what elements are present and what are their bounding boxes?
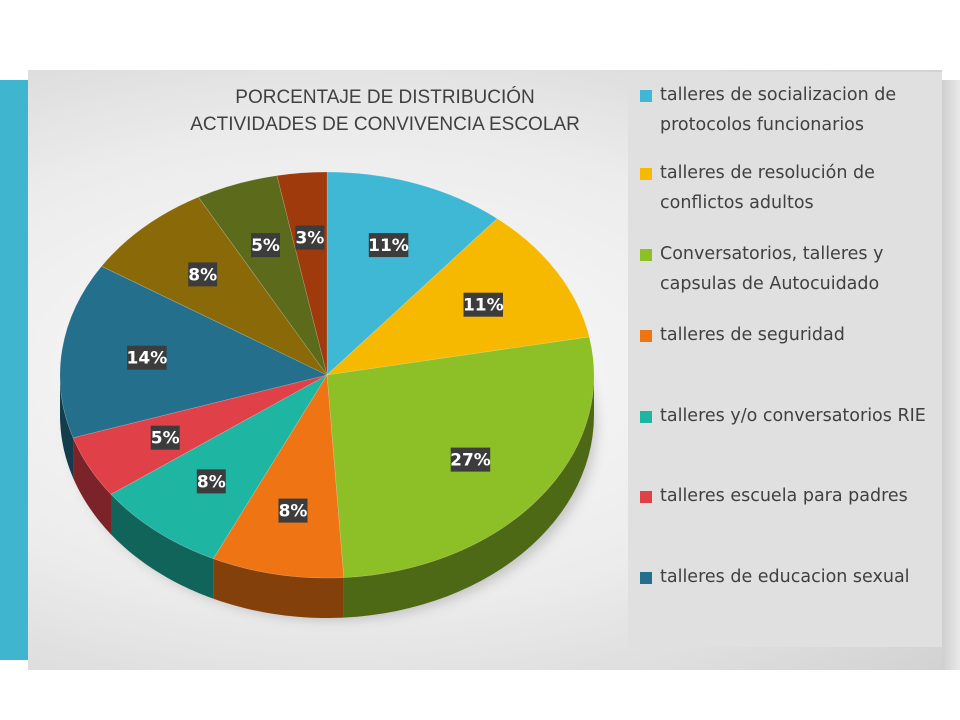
data-label: 14% <box>127 349 168 369</box>
pie-slice-side <box>343 375 594 618</box>
legend-label: talleres de educacion sexual <box>660 567 910 587</box>
legend-swatch <box>640 491 652 503</box>
data-label: 27% <box>450 451 491 471</box>
data-label-box <box>450 447 491 472</box>
legend-swatch <box>640 90 652 102</box>
legend-item: talleres de resolución de conflictos adu… <box>640 158 940 218</box>
legend-label: Conversatorios, talleres y capsulas de A… <box>660 244 884 294</box>
legend-item: Conversatorios, talleres y capsulas de A… <box>640 239 940 299</box>
data-label: 8% <box>279 502 308 522</box>
legend-item: talleres de educacion sexual <box>640 562 940 592</box>
pie-slice-side <box>110 494 214 599</box>
data-label: 11% <box>368 236 409 256</box>
right-edge-strip <box>942 80 960 670</box>
legend-label: talleres de socializacion de protocolos … <box>660 85 897 135</box>
data-label: 5% <box>251 236 280 256</box>
legend-label: talleres de resolución de conflictos adu… <box>660 163 875 213</box>
data-label: 8% <box>188 265 217 285</box>
legend-label: talleres de seguridad <box>660 325 845 345</box>
pie-slice <box>59 265 328 439</box>
legend-swatch <box>640 168 652 180</box>
pie-labels: 11% 11% 27% 8% 8% 5% 14% 8% 5% 3% <box>127 225 504 523</box>
pie-slice <box>326 218 590 376</box>
data-label-box <box>196 469 226 494</box>
data-label: 8% <box>197 472 226 492</box>
pie-slice <box>212 374 345 579</box>
pie-slice-side <box>60 375 74 478</box>
legend: talleres de socializacion de protocolos … <box>628 72 942 647</box>
legend-swatch <box>640 330 652 342</box>
legend-item: talleres y/o conversatorios RIE <box>640 401 940 431</box>
pie-slice <box>72 374 328 495</box>
data-label: 11% <box>463 296 504 316</box>
legend-swatch <box>640 572 652 584</box>
data-label-box <box>278 498 308 523</box>
pie-slice-side <box>213 558 344 618</box>
data-label-box <box>368 233 409 258</box>
data-label-box <box>251 233 280 258</box>
legend-item: talleres de socializacion de protocolos … <box>640 80 940 140</box>
data-label: 5% <box>151 429 180 449</box>
data-label-box <box>150 425 180 450</box>
chart-title: PORCENTAJE DE DISTRIBUCIÓN ACTIVIDADES D… <box>190 87 580 135</box>
accent-bar <box>0 80 28 660</box>
pie-slice-side <box>73 437 111 535</box>
legend-item: talleres escuela para padres <box>640 481 940 511</box>
data-label-box <box>295 225 325 250</box>
pie-slice <box>276 171 328 376</box>
pie-slice <box>197 175 328 376</box>
legend-swatch <box>640 411 652 423</box>
data-label-box <box>127 345 167 370</box>
pie-slice <box>110 374 328 560</box>
pie-tops <box>59 171 595 579</box>
legend-label: talleres escuela para padres <box>660 486 908 506</box>
legend-swatch <box>640 249 652 261</box>
pie-sides <box>60 375 594 618</box>
data-label: 3% <box>295 229 324 249</box>
legend-label: talleres y/o conversatorios RIE <box>660 406 926 426</box>
pie-slice <box>326 171 498 376</box>
data-label-box <box>463 292 503 317</box>
legend-item: talleres de seguridad <box>640 320 940 350</box>
data-label-box <box>188 262 218 287</box>
